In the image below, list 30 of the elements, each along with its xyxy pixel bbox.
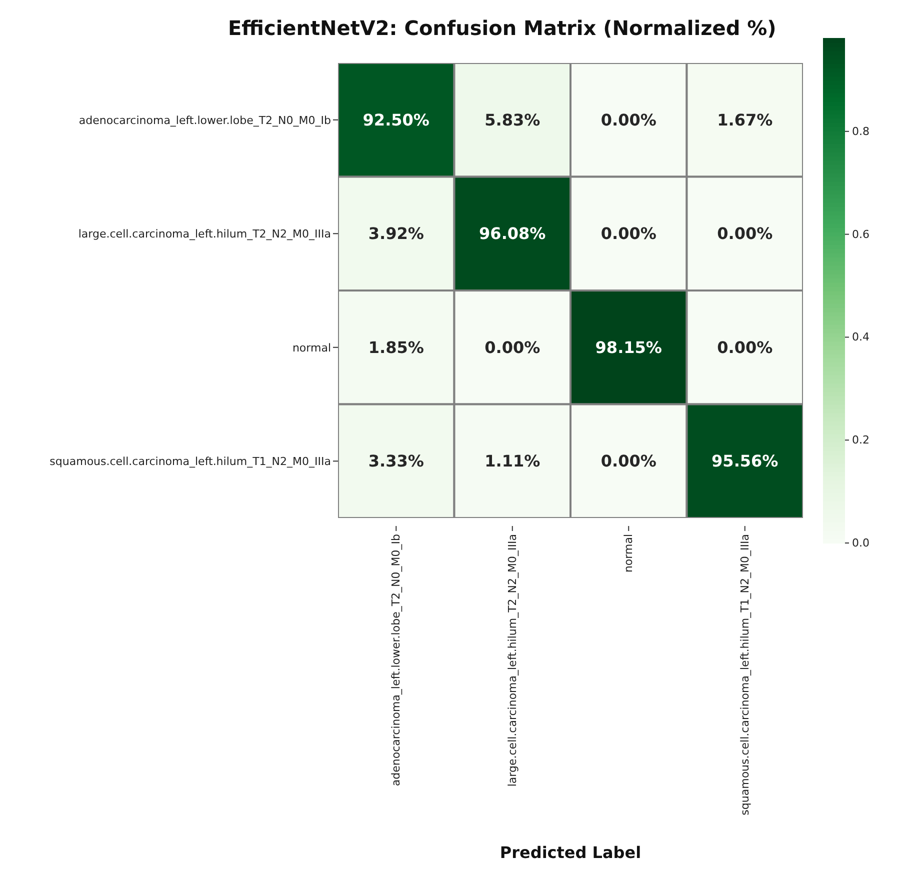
data-label: 5.83% [484,110,540,130]
color-bar-label: 0.2 [852,434,870,447]
x-tick-label: squamous.cell.carcinoma_left.hilum_T1_N2_M0_IIIa [738,534,752,816]
y-tick-label: normal [292,341,331,354]
data-label: 0.00% [717,224,773,244]
y-tick-label: large.cell.carcinoma_left.hilum_T2_N2_M0_IIIa [78,228,331,241]
data-label: 0.00% [600,452,656,471]
color-bar-label: 0.6 [852,228,870,241]
chart-title: EfficientNetV2: Confusion Matrix (Normalized %) [228,16,776,40]
data-label: 1.85% [368,338,424,357]
data-label: 96.08% [479,224,546,244]
x-tick-label: normal [622,534,636,573]
y-tick-label: adenocarcinoma_left.lower.lobe_T2_N0_M0_Ib [78,114,332,127]
data-label: 3.92% [368,224,424,244]
y-tick-label: squamous.cell.carcinoma_left.hilum_T1_N2_M0_IIIa [50,455,331,468]
color-bar-label: 0.4 [852,330,870,344]
color-bar-label: 0.8 [852,124,870,138]
x-tick-label: large.cell.carcinoma_left.hilum_T2_N2_M0_IIIa [506,534,519,787]
data-label: 0.00% [600,110,656,130]
data-label: 98.15% [595,338,662,357]
data-label: 1.67% [717,110,773,130]
data-label: 0.00% [717,338,773,357]
data-label: 92.50% [362,110,430,130]
data-label: 0.00% [600,224,656,244]
x-axis-title: Predicted Label [500,843,642,862]
data-label: 95.56% [712,452,778,471]
color-bar-label: 0.0 [852,536,870,550]
data-label: 3.33% [368,452,424,471]
data-label: 1.11% [484,452,540,471]
data-label: 0.00% [484,338,540,357]
